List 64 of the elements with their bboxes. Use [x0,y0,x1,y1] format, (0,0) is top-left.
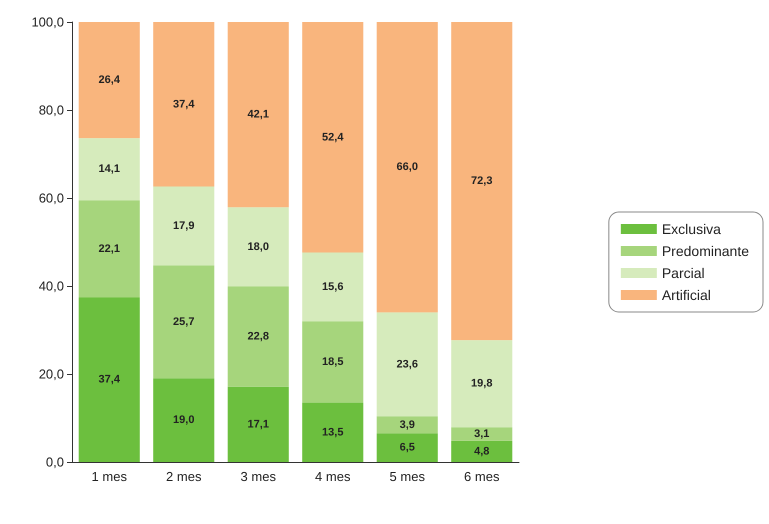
bar [302,252,364,322]
y-tick-label: 60,0 [38,190,64,206]
y-tick-label: 40,0 [38,278,64,294]
data-label: 19,8 [471,378,492,390]
bar [451,22,512,340]
data-label: 42,1 [248,108,269,121]
bar [451,340,512,428]
bar [228,386,289,462]
y-tick-label: 20,0 [38,366,64,382]
data-label: 19,0 [173,414,194,426]
data-label: 52,4 [322,131,344,144]
bar [78,297,140,462]
bar [376,433,438,462]
bar [376,312,438,416]
bar [302,22,364,253]
data-label: 23,6 [396,358,418,370]
data-label: 17,1 [248,418,269,430]
data-label: 15,6 [322,280,344,293]
bar [78,138,140,200]
legend-label: Exclusiva [662,221,722,237]
legend-label: Artificial [662,287,711,303]
bar [78,22,140,138]
bar [302,321,364,403]
bar [376,416,438,434]
legend-label: Parcial [662,265,705,281]
data-label: 6,5 [400,442,415,454]
data-label: 72,3 [471,175,492,188]
data-label: 13,5 [322,426,344,438]
data-label: 3,9 [400,418,415,431]
data-label: 3,1 [474,428,490,440]
data-label: 17,9 [173,220,194,232]
data-label: 14,1 [98,163,120,176]
data-label: 18,5 [322,356,344,368]
data-label: 25,7 [173,316,194,328]
bar [228,22,289,208]
bar [228,207,289,286]
x-tick-label: 6 mes [464,469,500,484]
data-label: 22,1 [98,242,120,255]
y-tick-label: 100,0 [31,14,64,30]
x-tick-label: 1 mes [92,469,128,484]
bar [153,186,214,266]
data-label: 26,4 [98,74,121,86]
bar [451,440,512,462]
bar [228,286,289,387]
bar [376,22,438,312]
bar [302,402,364,462]
data-label: 37,4 [98,374,121,386]
bar [78,200,140,298]
legend-label: Predominante [662,243,750,259]
data-label: 18,0 [248,240,269,253]
bar [153,22,214,187]
y-tick-label: 0,0 [46,454,64,470]
x-tick-label: 3 mes [240,469,276,484]
bar [153,265,214,378]
x-tick-label: 2 mes [166,469,202,484]
data-label: 37,4 [173,98,196,110]
bar [153,378,214,462]
y-tick-label: 80,0 [38,102,64,118]
x-tick-label: 4 mes [315,469,351,484]
x-tick-label: 5 mes [390,469,426,484]
data-label: 66,0 [396,161,418,174]
bar [451,427,512,441]
data-label: 22,8 [248,330,269,343]
data-label: 4,8 [474,445,490,458]
